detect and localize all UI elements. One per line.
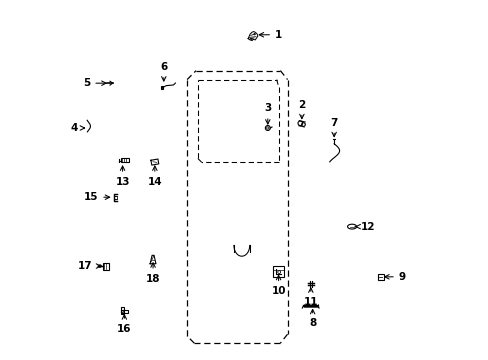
- Text: 12: 12: [355, 222, 375, 231]
- Bar: [273, 266, 283, 276]
- Text: 14: 14: [147, 166, 162, 187]
- Text: 18: 18: [145, 263, 160, 284]
- Text: 2: 2: [298, 100, 305, 119]
- Text: 1: 1: [259, 30, 282, 40]
- Text: 13: 13: [115, 166, 129, 187]
- Text: 5: 5: [83, 78, 106, 88]
- Text: 11: 11: [303, 288, 317, 307]
- Bar: [121, 158, 129, 162]
- Bar: [121, 310, 128, 312]
- Bar: [114, 196, 117, 198]
- Text: 4: 4: [70, 123, 84, 133]
- Text: 15: 15: [83, 192, 109, 202]
- Bar: [377, 274, 383, 280]
- Text: 8: 8: [308, 310, 316, 328]
- Text: 6: 6: [160, 62, 167, 81]
- Text: 17: 17: [78, 261, 101, 271]
- Text: 9: 9: [384, 272, 405, 282]
- Text: 3: 3: [264, 103, 271, 124]
- Text: 16: 16: [117, 315, 131, 334]
- Bar: [160, 86, 163, 90]
- Text: 7: 7: [330, 118, 337, 136]
- Bar: [102, 262, 108, 270]
- Bar: [121, 307, 124, 314]
- Text: 10: 10: [271, 275, 285, 296]
